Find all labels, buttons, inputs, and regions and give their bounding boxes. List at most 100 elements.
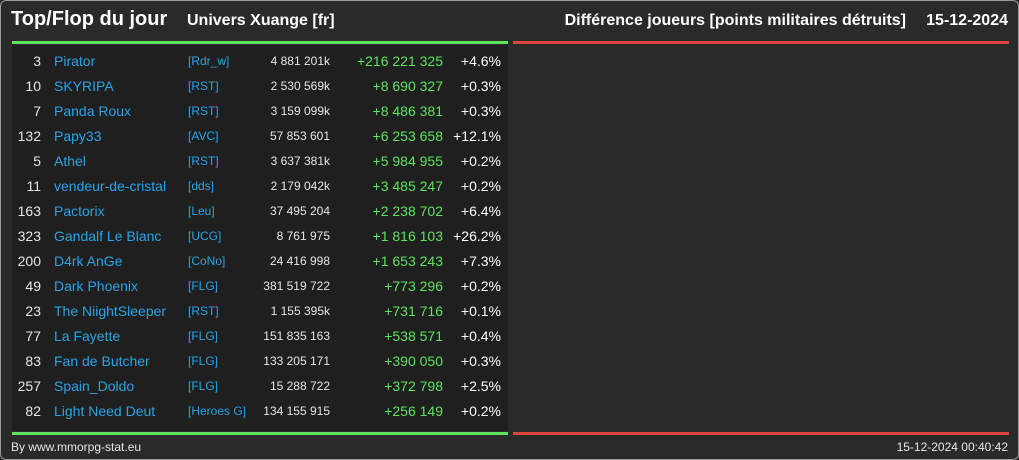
points-cell: 4 881 201k — [270, 54, 330, 68]
diff-cell: +256 149 — [384, 403, 443, 419]
diff-cell: +390 050 — [384, 353, 443, 369]
diff-cell: +5 984 955 — [372, 153, 443, 169]
rank-cell: 5 — [33, 153, 41, 169]
top-list: 3 Pirator [Rdr_w] 4 881 201k +216 221 325 +4.… — [12, 49, 508, 424]
percent-cell: +0.1% — [460, 303, 501, 319]
diff-cell: +731 716 — [384, 303, 443, 319]
diff-cell: +1 816 103 — [372, 228, 443, 244]
diff-cell: +2 238 702 — [372, 203, 443, 219]
alliance-tag-link[interactable]: [Rdr_w] — [188, 54, 230, 68]
points-cell: 8 761 975 — [276, 229, 330, 243]
rank-cell: 132 — [17, 128, 41, 144]
rank-cell: 3 — [33, 53, 41, 69]
player-name-link[interactable]: D4rk AnGe — [54, 253, 123, 269]
diff-cell: +1 653 243 — [372, 253, 443, 269]
list-item: 7 Panda Roux [RST] 3 159 099k +8 486 381 +0.3… — [12, 99, 508, 124]
list-item: 77 La Fayette [FLG] 151 835 163 +538 571 +0.4… — [12, 324, 508, 349]
rank-cell: 23 — [25, 303, 41, 319]
points-cell: 134 155 915 — [263, 404, 330, 418]
alliance-tag-link[interactable]: [FLG] — [188, 329, 219, 343]
list-item: 23 The NiightSleeper [RST] 1 155 395k +731 7… — [12, 299, 508, 324]
alliance-tag-link[interactable]: [Heroes G] — [188, 404, 247, 418]
alliance-tag-link[interactable]: [dds] — [188, 179, 215, 193]
points-cell: 57 853 601 — [269, 129, 330, 143]
list-item: 3 Pirator [Rdr_w] 4 881 201k +216 221 325 +4.… — [12, 49, 508, 74]
player-name-link[interactable]: Panda Roux — [54, 103, 132, 119]
points-cell: 2 530 569k — [270, 79, 330, 93]
rank-cell: 10 — [25, 78, 41, 94]
percent-cell: +0.3% — [460, 103, 501, 119]
flop-accent-bar — [513, 41, 1009, 44]
player-name-link[interactable]: Spain_Doldo — [54, 378, 135, 394]
player-name-link[interactable]: Pirator — [54, 53, 96, 69]
player-name-link[interactable]: Pactorix — [54, 203, 105, 219]
alliance-tag-link[interactable]: [RST] — [188, 79, 219, 93]
player-name-link[interactable]: Fan de Butcher — [54, 353, 150, 369]
diff-cell: +8 486 381 — [372, 103, 443, 119]
diff-cell: +538 571 — [384, 328, 443, 344]
percent-cell: +26.2% — [453, 228, 501, 244]
player-name-link[interactable]: La Fayette — [54, 328, 121, 344]
diff-cell: +216 221 325 — [356, 53, 443, 69]
rank-cell: 323 — [17, 228, 41, 244]
points-cell: 1 155 395k — [270, 304, 330, 318]
list-item: 49 Dark Phoenix [FLG] 381 519 722 +773 296 +0… — [12, 274, 508, 299]
player-name-link[interactable]: Dark Phoenix — [54, 278, 139, 294]
diff-cell: +6 253 658 — [372, 128, 443, 144]
rank-cell: 82 — [25, 403, 41, 419]
percent-cell: +0.2% — [460, 178, 501, 194]
top-panel: 3 Pirator [Rdr_w] 4 881 201k +216 221 325 +4.… — [12, 45, 508, 431]
player-name-link[interactable]: Papy33 — [54, 128, 102, 144]
rank-cell: 49 — [25, 278, 41, 294]
alliance-tag-link[interactable]: [FLG] — [188, 354, 219, 368]
points-cell: 133 205 171 — [263, 354, 330, 368]
list-item: 257 Spain_Doldo [FLG] 15 288 722 +372 798 +2.… — [12, 374, 508, 399]
diff-cell: +773 296 — [384, 278, 443, 294]
list-item: 83 Fan de Butcher [FLG] 133 205 171 +390 050… — [12, 349, 508, 374]
rank-cell: 11 — [26, 178, 41, 194]
percent-cell: +0.2% — [460, 278, 501, 294]
points-cell: 2 179 042k — [270, 179, 330, 193]
list-item: 200 D4rk AnGe [CoNo] 24 416 998 +1 653 243 +7… — [12, 249, 508, 274]
top-accent-bar — [12, 41, 508, 44]
percent-cell: +4.6% — [460, 53, 501, 69]
diff-cell: +3 485 247 — [372, 178, 443, 194]
alliance-tag-link[interactable]: [FLG] — [188, 279, 219, 293]
player-name-link[interactable]: Gandalf Le Blanc — [54, 228, 162, 244]
credit-label: By www.mmorpg-stat.eu — [11, 440, 142, 454]
alliance-tag-link[interactable]: [CoNo] — [188, 254, 226, 268]
player-name-link[interactable]: Athel — [54, 153, 86, 169]
alliance-tag-link[interactable]: [RST] — [188, 154, 219, 168]
flop-accent-bar-bottom — [513, 432, 1009, 435]
top-accent-bar-bottom — [12, 432, 508, 435]
flop-panel — [513, 45, 1009, 431]
rank-cell: 83 — [25, 353, 41, 369]
universe-label: Univers Xuange [fr] — [187, 12, 335, 29]
player-name-link[interactable]: SKYRIPA — [54, 78, 114, 94]
alliance-tag-link[interactable]: [Leu] — [188, 204, 215, 218]
points-cell: 15 288 722 — [269, 379, 330, 393]
list-item: 5 Athel [RST] 3 637 381k +5 984 955 +0.2% — [12, 149, 508, 174]
list-item: 10 SKYRIPA [RST] 2 530 569k +8 690 327 +0.3% — [12, 74, 508, 99]
points-cell: 24 416 998 — [269, 254, 330, 268]
rank-cell: 7 — [33, 103, 41, 119]
percent-cell: +0.3% — [460, 78, 501, 94]
points-cell: 3 637 381k — [270, 154, 330, 168]
percent-cell: +12.1% — [453, 128, 501, 144]
alliance-tag-link[interactable]: [RST] — [188, 104, 219, 118]
alliance-tag-link[interactable]: [FLG] — [188, 379, 219, 393]
alliance-tag-link[interactable]: [UCG] — [188, 229, 222, 243]
rank-cell: 200 — [17, 253, 41, 269]
points-cell: 37 495 204 — [269, 204, 330, 218]
player-name-link[interactable]: Light Need Deut — [54, 403, 156, 419]
alliance-tag-link[interactable]: [AVC] — [188, 129, 219, 143]
list-item: 163 Pactorix [Leu] 37 495 204 +2 238 702 +6.4… — [12, 199, 508, 224]
player-name-link[interactable]: vendeur-de-cristal — [54, 178, 167, 194]
date-label: 15-12-2024 — [926, 12, 1008, 29]
points-cell: 381 519 722 — [263, 279, 330, 293]
rank-cell: 77 — [25, 328, 41, 344]
percent-cell: +7.3% — [460, 253, 501, 269]
alliance-tag-link[interactable]: [RST] — [188, 304, 219, 318]
player-name-link[interactable]: The NiightSleeper — [54, 303, 167, 319]
page-title: Top/Flop du jour — [11, 8, 168, 30]
